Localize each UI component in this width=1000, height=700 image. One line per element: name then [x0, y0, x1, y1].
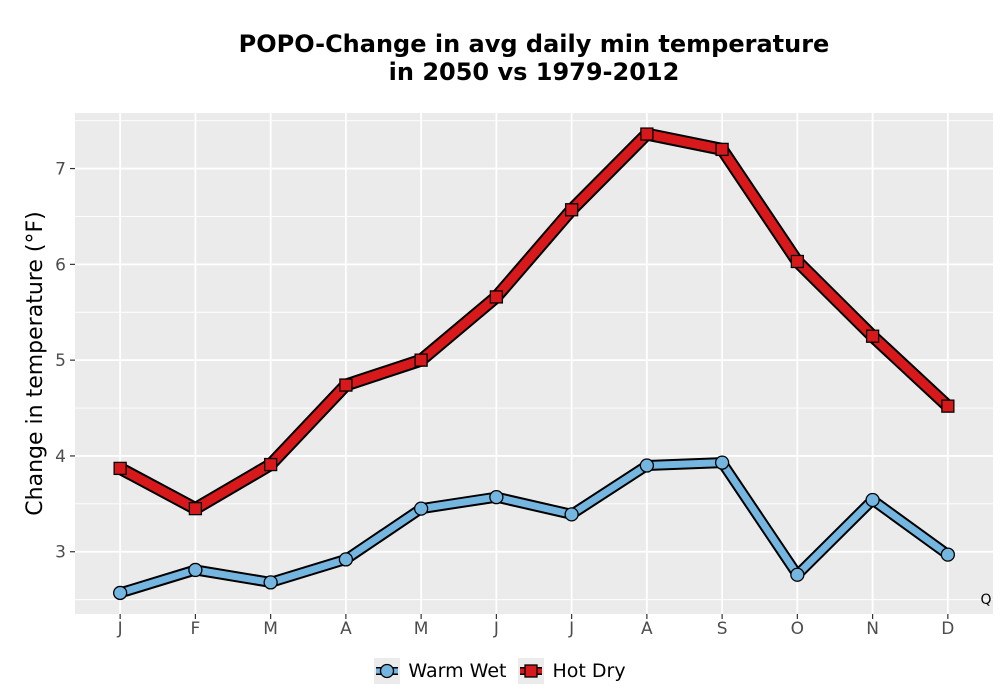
x-tick-label: J — [568, 619, 574, 639]
data-point-square — [941, 399, 955, 413]
data-point-square — [339, 378, 353, 392]
legend-marker-circle — [380, 663, 395, 679]
x-tick-label: M — [263, 619, 278, 639]
gridlines — [75, 113, 993, 614]
x-tick-label: N — [866, 619, 879, 639]
data-point-square — [865, 329, 880, 343]
x-tick-label: O — [791, 619, 804, 639]
legend: Warm Wet Hot Dry — [0, 658, 1000, 684]
data-point-square — [188, 501, 203, 516]
data-point-circle — [338, 552, 354, 567]
data-point-square — [113, 461, 127, 476]
data-point-square — [263, 457, 278, 472]
y-tick-label: 6 — [55, 255, 66, 275]
data-point-circle — [413, 501, 429, 516]
y-tick-label: 5 — [55, 351, 66, 371]
data-point-circle — [714, 455, 730, 470]
legend-item: Warm Wet — [374, 658, 506, 684]
y-axis-label: Change in temperature (°F) — [23, 211, 48, 515]
x-tick-label: A — [340, 619, 352, 639]
y-tick-label: 3 — [55, 543, 66, 563]
legend-key — [518, 658, 545, 684]
y-tick-label: 4 — [55, 447, 66, 467]
legend-label: Hot Dry — [552, 660, 626, 682]
data-point-circle — [489, 489, 504, 505]
data-point-circle — [564, 507, 579, 522]
data-point-circle — [263, 575, 278, 590]
data-point-circle — [112, 585, 128, 601]
series-line — [115, 129, 953, 514]
legend-item: Hot Dry — [518, 658, 626, 684]
data-point-circle — [639, 458, 655, 473]
series-line — [116, 459, 952, 597]
axes: 3 4 5 6 7 J F M A M J J A S O N D — [55, 160, 954, 639]
plot-panel — [75, 113, 993, 614]
chart-title: POPO-Change in avg daily min temperature… — [75, 30, 993, 86]
data-point-square — [715, 142, 729, 157]
data-point-circle — [188, 562, 203, 578]
legend-key — [374, 658, 401, 684]
chart-title-line-1: POPO-Change in avg daily min temperature — [238, 30, 830, 58]
data-point-square — [564, 203, 579, 217]
data-point-circle — [790, 567, 805, 582]
series-1 — [113, 127, 955, 516]
x-tick-label: F — [191, 619, 201, 639]
x-tick-label: A — [641, 619, 653, 639]
series-layer — [112, 127, 956, 601]
y-tick-label: 7 — [55, 160, 66, 180]
corner-label: Q — [980, 592, 991, 608]
x-tick-label: D — [941, 619, 954, 639]
data-point-circle — [865, 492, 880, 508]
legend-label: Warm Wet — [408, 660, 507, 682]
data-point-square — [640, 127, 654, 141]
legend-marker-square — [524, 664, 539, 678]
data-point-square — [790, 254, 805, 269]
x-tick-label: S — [717, 619, 728, 639]
chart-title-line-2: in 2050 vs 1979-2012 — [388, 58, 680, 86]
series-0 — [112, 455, 956, 601]
data-point-square — [414, 353, 428, 367]
data-point-circle — [940, 547, 956, 562]
x-tick-label: J — [493, 619, 499, 639]
data-point-square — [489, 290, 504, 304]
x-tick-label: M — [414, 619, 429, 639]
x-tick-label: J — [117, 619, 123, 639]
